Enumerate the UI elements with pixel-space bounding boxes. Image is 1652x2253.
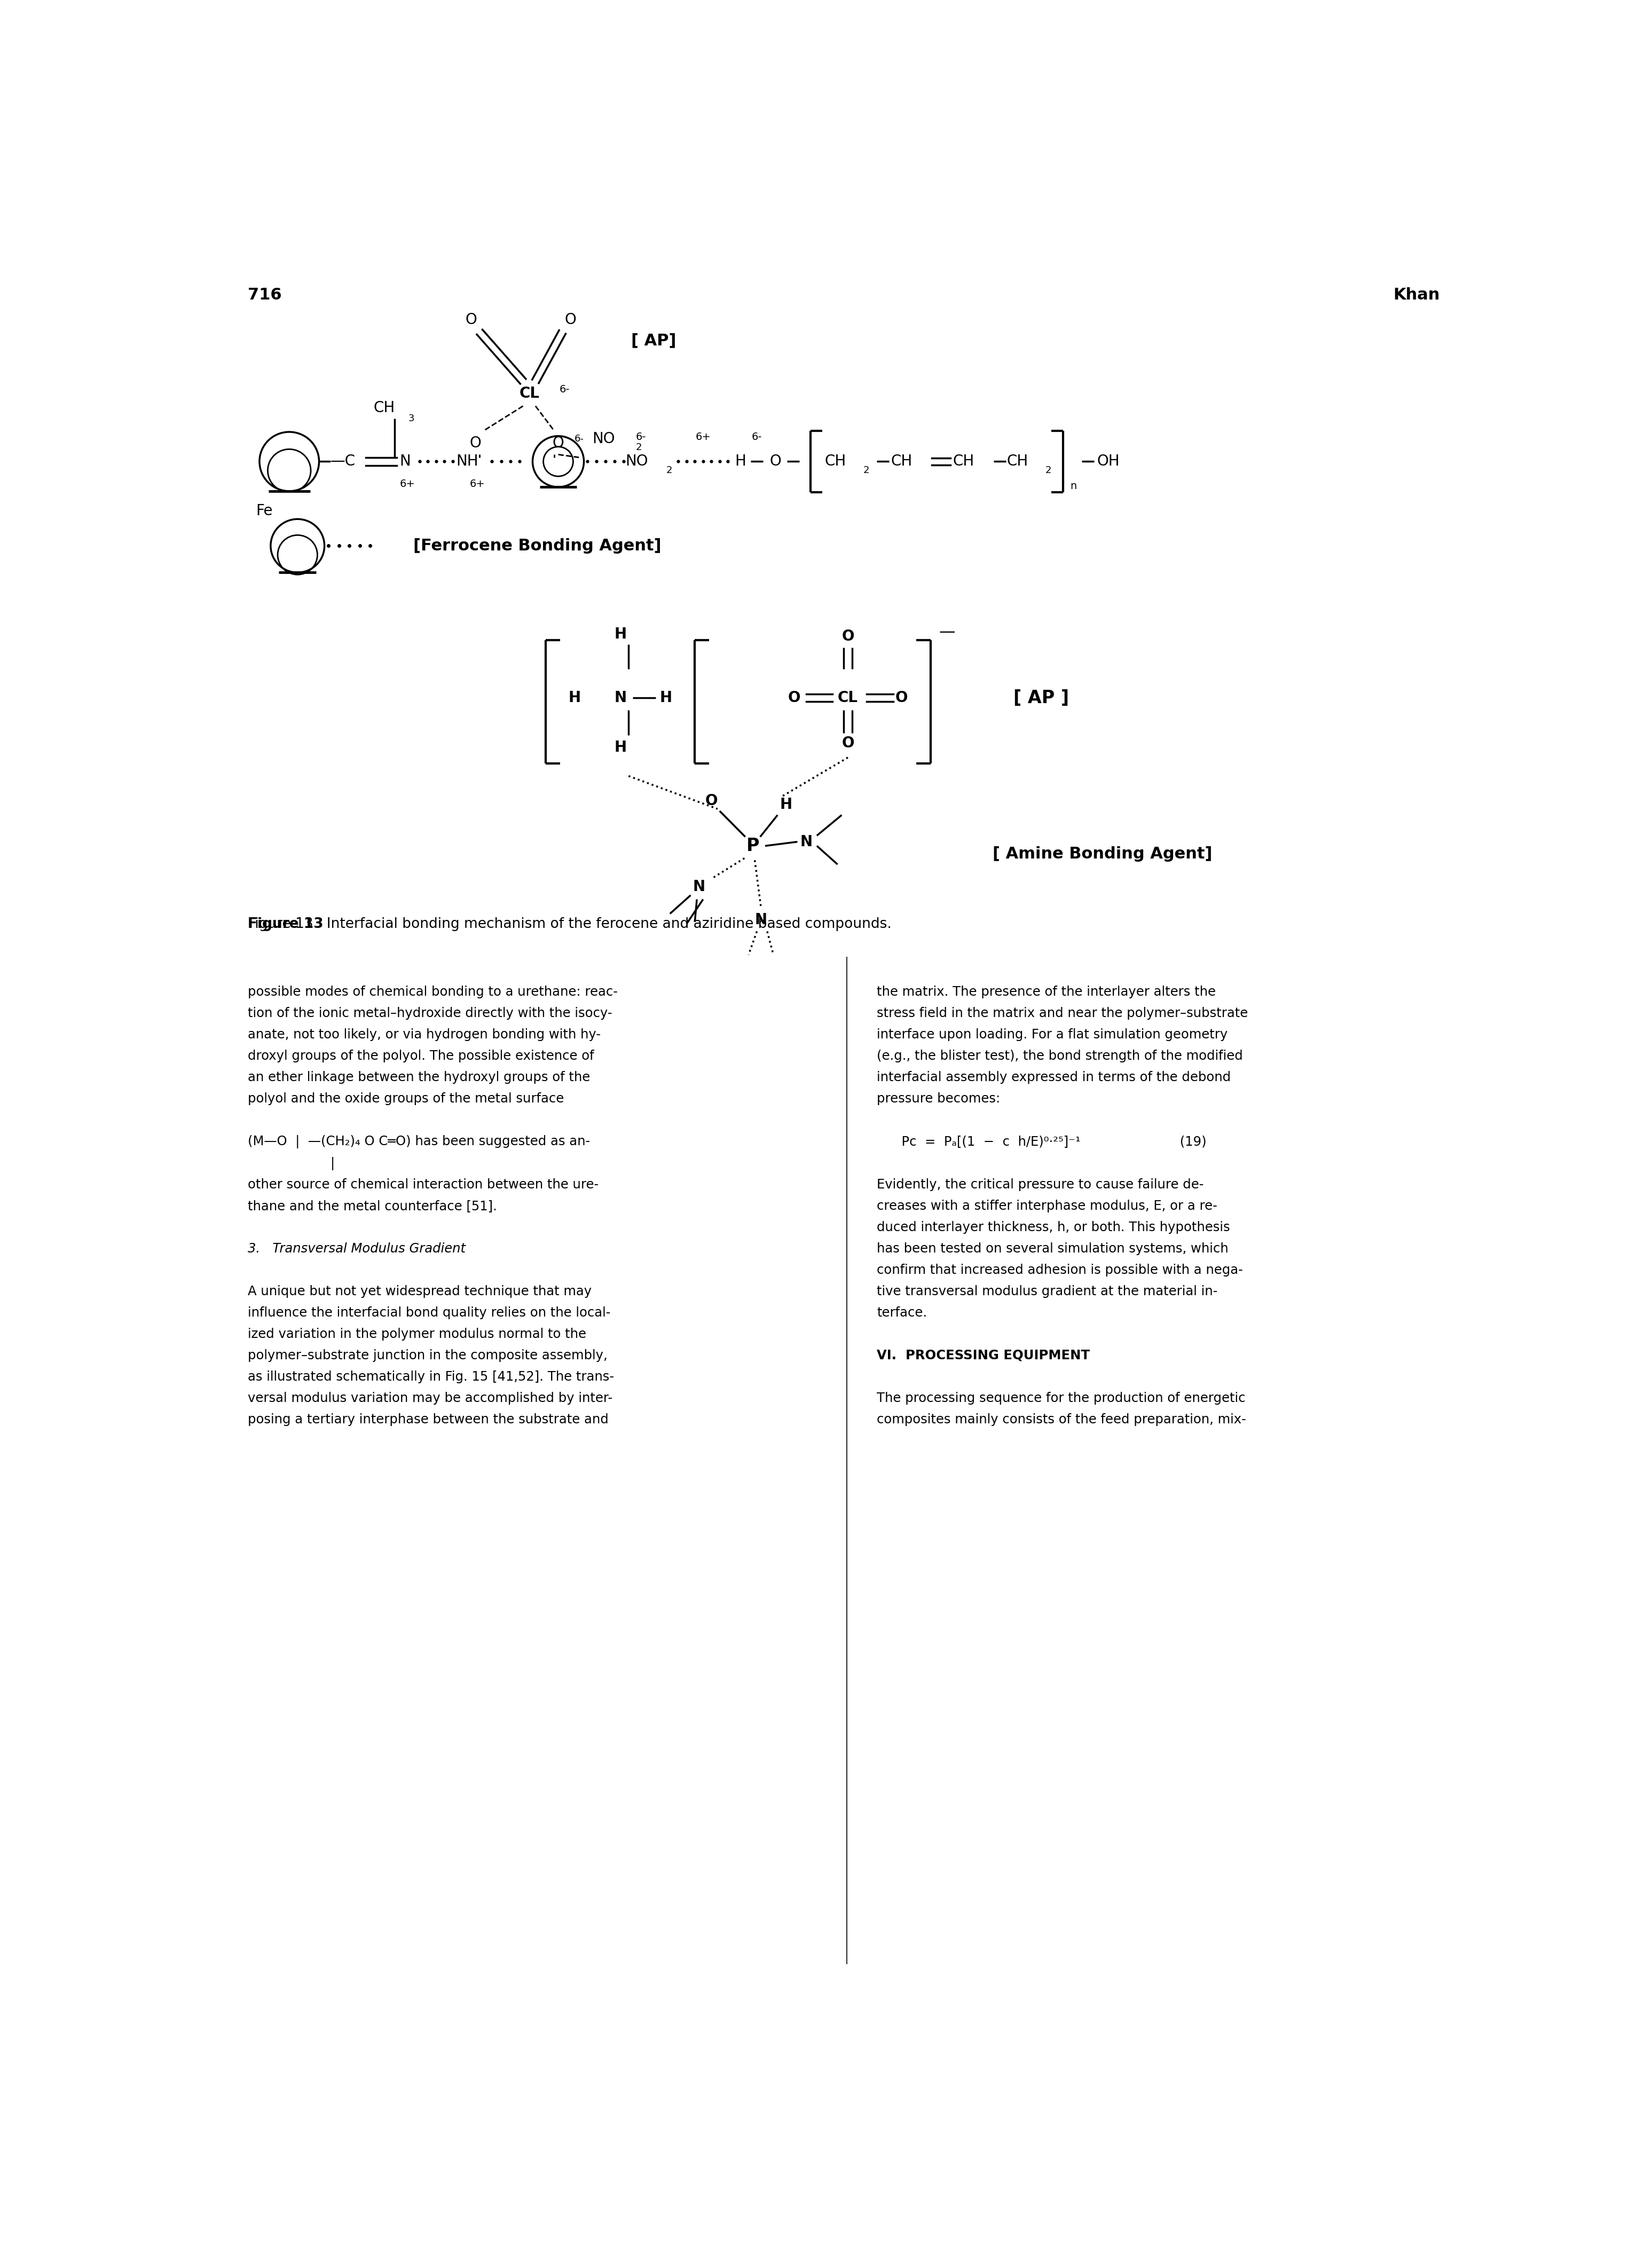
Text: OH: OH <box>1097 455 1120 469</box>
Text: 3.   Transversal Modulus Gradient: 3. Transversal Modulus Gradient <box>248 1241 466 1255</box>
Text: O: O <box>841 629 854 644</box>
Text: has been tested on several simulation systems, which: has been tested on several simulation sy… <box>877 1241 1229 1255</box>
Text: other source of chemical interaction between the ure-: other source of chemical interaction bet… <box>248 1178 598 1192</box>
Text: (M—O  |  —(CH₂)₄ O C═O) has been suggested as an-: (M—O | —(CH₂)₄ O C═O) has been suggested… <box>248 1136 590 1149</box>
Text: H: H <box>615 739 626 755</box>
Text: H: H <box>659 689 672 705</box>
Text: O: O <box>466 313 477 327</box>
Text: NO: NO <box>626 455 648 469</box>
Text: N: N <box>400 455 411 469</box>
Text: H: H <box>568 689 582 705</box>
Text: tion of the ionic metal–hydroxide directly with the isocy-: tion of the ionic metal–hydroxide direct… <box>248 1007 613 1021</box>
Text: NH: NH <box>456 455 479 469</box>
Text: 6-: 6- <box>560 385 570 394</box>
Text: creases with a stiffer interphase modulus, E, or a re-: creases with a stiffer interphase modulu… <box>877 1199 1218 1212</box>
Text: O: O <box>788 689 800 705</box>
Text: Evidently, the critical pressure to cause failure de-: Evidently, the critical pressure to caus… <box>877 1178 1204 1192</box>
Text: [ Amine Bonding Agent]: [ Amine Bonding Agent] <box>993 847 1213 863</box>
Text: O: O <box>565 313 577 327</box>
Text: NO: NO <box>593 430 615 446</box>
Text: CH: CH <box>373 401 395 415</box>
Text: thane and the metal counterface [51].: thane and the metal counterface [51]. <box>248 1199 497 1212</box>
Text: versal modulus variation may be accomplished by inter-: versal modulus variation may be accompli… <box>248 1392 613 1404</box>
Text: possible modes of chemical bonding to a urethane: reac-: possible modes of chemical bonding to a … <box>248 985 618 998</box>
Text: O: O <box>705 793 717 809</box>
Text: |: | <box>248 1156 335 1169</box>
Text: H: H <box>780 798 791 813</box>
Text: an ether linkage between the hydroxyl groups of the: an ether linkage between the hydroxyl gr… <box>248 1070 590 1084</box>
Text: —: — <box>938 624 955 640</box>
Text: anate, not too likely, or via hydrogen bonding with hy-: anate, not too likely, or via hydrogen b… <box>248 1027 601 1041</box>
Text: droxyl groups of the polyol. The possible existence of: droxyl groups of the polyol. The possibl… <box>248 1050 595 1063</box>
Text: Fe: Fe <box>256 502 273 518</box>
Text: 2: 2 <box>636 442 643 453</box>
Text: confirm that increased adhesion is possible with a nega-: confirm that increased adhesion is possi… <box>877 1264 1242 1277</box>
Text: stress field in the matrix and near the polymer–substrate: stress field in the matrix and near the … <box>877 1007 1247 1021</box>
Text: posing a tertiary interphase between the substrate and: posing a tertiary interphase between the… <box>248 1413 608 1426</box>
Text: O: O <box>552 435 563 451</box>
Text: Figure 13   Interfacial bonding mechanism of the ferocene and aziridine based co: Figure 13 Interfacial bonding mechanism … <box>248 917 892 930</box>
Text: 6+: 6+ <box>469 480 486 489</box>
Text: O: O <box>469 435 481 451</box>
Text: [ AP ]: [ AP ] <box>1013 689 1069 707</box>
Text: 716: 716 <box>248 288 282 302</box>
Text: N: N <box>755 912 767 928</box>
Text: CH: CH <box>890 455 912 469</box>
Text: —C: —C <box>330 455 355 469</box>
Text: as illustrated schematically in Fig. 15 [41,52]. The trans-: as illustrated schematically in Fig. 15 … <box>248 1370 615 1383</box>
Text: O: O <box>841 737 854 750</box>
Text: polyol and the oxide groups of the metal surface: polyol and the oxide groups of the metal… <box>248 1093 563 1106</box>
Text: pressure becomes:: pressure becomes: <box>877 1093 1001 1106</box>
Text: Khan: Khan <box>1393 288 1439 302</box>
Text: N: N <box>692 879 705 894</box>
Text: 6-: 6- <box>636 433 646 442</box>
Text: P: P <box>747 838 760 854</box>
Text: [Ferrocene Bonding Agent]: [Ferrocene Bonding Agent] <box>413 538 661 554</box>
Text: A unique but not yet widespread technique that may: A unique but not yet widespread techniqu… <box>248 1284 591 1298</box>
Text: tive transversal modulus gradient at the material in-: tive transversal modulus gradient at the… <box>877 1284 1218 1298</box>
Text: The processing sequence for the production of energetic: The processing sequence for the producti… <box>877 1392 1246 1404</box>
Text: 2: 2 <box>864 466 869 475</box>
Text: n: n <box>1070 482 1077 491</box>
Text: O: O <box>770 455 781 469</box>
Text: H: H <box>735 455 745 469</box>
Text: VI.  PROCESSING EQUIPMENT: VI. PROCESSING EQUIPMENT <box>877 1350 1090 1361</box>
Text: the matrix. The presence of the interlayer alters the: the matrix. The presence of the interlay… <box>877 985 1216 998</box>
Text: composites mainly consists of the feed preparation, mix-: composites mainly consists of the feed p… <box>877 1413 1246 1426</box>
Text: (e.g., the blister test), the bond strength of the modified: (e.g., the blister test), the bond stren… <box>877 1050 1242 1063</box>
Text: N: N <box>800 834 813 849</box>
Text: terface.: terface. <box>877 1307 927 1318</box>
Text: Figure 13: Figure 13 <box>248 917 324 930</box>
Text: CL: CL <box>519 385 540 401</box>
Text: polymer–substrate junction in the composite assembly,: polymer–substrate junction in the compos… <box>248 1350 608 1361</box>
Text: 6-: 6- <box>752 433 762 442</box>
Text: [ AP]: [ AP] <box>631 333 676 347</box>
Text: 6-: 6- <box>575 435 583 444</box>
Text: H: H <box>615 626 626 642</box>
Text: 3: 3 <box>408 415 415 424</box>
Text: CH: CH <box>953 455 975 469</box>
Text: interfacial assembly expressed in terms of the debond: interfacial assembly expressed in terms … <box>877 1070 1231 1084</box>
Text: interface upon loading. For a flat simulation geometry: interface upon loading. For a flat simul… <box>877 1027 1227 1041</box>
Text: CH: CH <box>1006 455 1028 469</box>
Text: O: O <box>895 689 909 705</box>
Text: CL: CL <box>838 689 857 705</box>
Text: ized variation in the polymer modulus normal to the: ized variation in the polymer modulus no… <box>248 1327 586 1341</box>
Text: influence the interfacial bond quality relies on the local-: influence the interfacial bond quality r… <box>248 1307 611 1318</box>
Text: CH: CH <box>824 455 846 469</box>
Text: N: N <box>615 689 626 705</box>
Text: 6+: 6+ <box>695 433 710 442</box>
Text: 6+: 6+ <box>400 480 415 489</box>
Text: Pᴄ  =  Pₐ[(1  −  c  h/E)⁰·²⁵]⁻¹                        (19): Pᴄ = Pₐ[(1 − c h/E)⁰·²⁵]⁻¹ (19) <box>877 1136 1206 1149</box>
Text: 2: 2 <box>666 466 672 475</box>
Text: 2: 2 <box>1046 466 1052 475</box>
Text: duced interlayer thickness, h, or both. This hypothesis: duced interlayer thickness, h, or both. … <box>877 1221 1231 1235</box>
